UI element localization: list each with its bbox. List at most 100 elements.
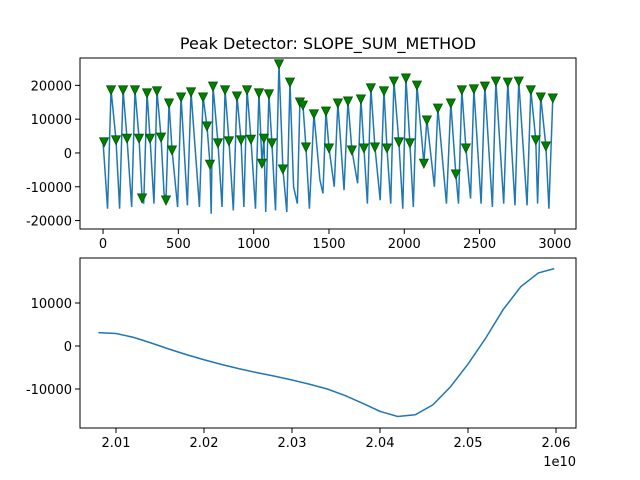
peak-marker <box>204 159 216 171</box>
peak-marker <box>365 83 376 94</box>
peak-marker <box>342 96 354 107</box>
peak-marker <box>421 115 433 126</box>
data-line <box>98 267 555 418</box>
peak-marker <box>547 93 558 104</box>
peak-marker <box>358 143 370 154</box>
peak-marker <box>231 91 243 102</box>
peak-marker <box>175 92 187 103</box>
x-tick-label: 2500 <box>463 237 496 252</box>
peak-marker <box>207 81 219 92</box>
peak-marker <box>418 158 430 169</box>
peak-marker <box>245 134 257 146</box>
peak-marker <box>535 92 546 103</box>
peak-marker <box>151 86 163 97</box>
peak-marker <box>155 132 167 143</box>
peak-marker <box>369 142 381 153</box>
y-tick-label: 0 <box>64 147 72 162</box>
peak-marker <box>256 158 268 169</box>
peak-marker <box>163 98 175 109</box>
x-tick-label: 2.03 <box>278 436 307 451</box>
peak-marker <box>197 92 209 103</box>
x-tick-label: 500 <box>166 237 191 252</box>
x-tick-label: 2.04 <box>366 436 395 451</box>
peak-marker <box>411 80 423 91</box>
peak-marker <box>129 85 141 96</box>
peak-marker <box>323 143 335 154</box>
peak-marker <box>404 138 416 149</box>
peak-marker <box>432 103 444 114</box>
peak-marker <box>450 169 461 180</box>
peak-marker <box>235 135 247 146</box>
x-tick-label: 2.06 <box>542 436 571 451</box>
x-tick-label: 2000 <box>388 237 421 252</box>
x-tick-label: 0 <box>99 237 107 252</box>
peak-marker <box>223 136 235 147</box>
peak-marker <box>308 109 320 120</box>
peak-marker <box>300 142 312 153</box>
peak-marker <box>166 145 178 156</box>
peak-marker <box>284 77 296 88</box>
peak-marker <box>266 138 278 149</box>
peak-marker <box>110 135 122 146</box>
peak-marker <box>212 138 224 149</box>
peak-marker <box>277 164 289 175</box>
peak-marker <box>525 85 536 96</box>
peak-marker <box>297 100 309 111</box>
peak-marker <box>253 88 265 99</box>
peak-marker <box>479 81 491 92</box>
peak-marker <box>141 88 153 99</box>
peak-marker <box>121 133 133 144</box>
peak-marker <box>381 143 393 154</box>
y-tick-label: -10000 <box>26 383 72 398</box>
peak-marker <box>201 121 213 132</box>
peak-marker <box>378 86 390 97</box>
axes-frame <box>79 257 577 429</box>
peak-marker <box>263 89 275 100</box>
peak-marker <box>388 76 400 87</box>
peak-marker <box>502 77 513 88</box>
peak-marker <box>105 85 117 96</box>
y-tick-label: 0 <box>64 340 72 355</box>
peak-marker <box>320 106 332 117</box>
peak-marker <box>258 133 270 144</box>
peak-marker <box>393 137 405 148</box>
peak-marker <box>490 76 502 87</box>
y-tick-label: -10000 <box>26 181 72 196</box>
peak-marker <box>445 98 456 109</box>
x-offset-label: 1e10 <box>543 455 576 470</box>
peak-marker <box>332 98 344 109</box>
y-tick-label: 10000 <box>31 113 72 128</box>
peak-marker <box>513 76 524 87</box>
peak-marker <box>273 59 285 70</box>
x-tick-label: 1000 <box>237 237 270 252</box>
peak-marker <box>530 135 541 146</box>
peak-marker <box>540 141 552 152</box>
peak-marker <box>468 84 480 95</box>
peak-marker <box>346 145 358 156</box>
peak-marker <box>185 87 197 98</box>
x-tick-label: 2.01 <box>102 436 131 451</box>
peak-marker <box>456 85 467 96</box>
chart-title: Peak Detector: SLOPE_SUM_METHOD <box>180 34 476 54</box>
x-tick-label: 2.05 <box>454 436 483 451</box>
y-tick-label: 20000 <box>31 79 72 94</box>
peak-marker <box>355 94 367 105</box>
peak-marker <box>400 73 412 84</box>
peak-marker <box>460 143 472 154</box>
peak-marker <box>136 193 148 204</box>
peak-marker <box>219 85 231 96</box>
peak-marker <box>133 133 145 144</box>
x-tick-label: 2.02 <box>190 436 219 451</box>
peak-marker <box>117 85 129 96</box>
x-tick-label: 1500 <box>312 237 345 252</box>
y-tick-label: 10000 <box>31 297 72 312</box>
axes-frame <box>79 57 577 230</box>
x-tick-label: 3000 <box>538 237 571 252</box>
peak-marker <box>241 85 253 96</box>
peak-marker <box>144 133 156 144</box>
y-tick-label: -20000 <box>26 215 72 230</box>
peak-marker <box>98 137 110 148</box>
peak-marker <box>160 195 172 206</box>
